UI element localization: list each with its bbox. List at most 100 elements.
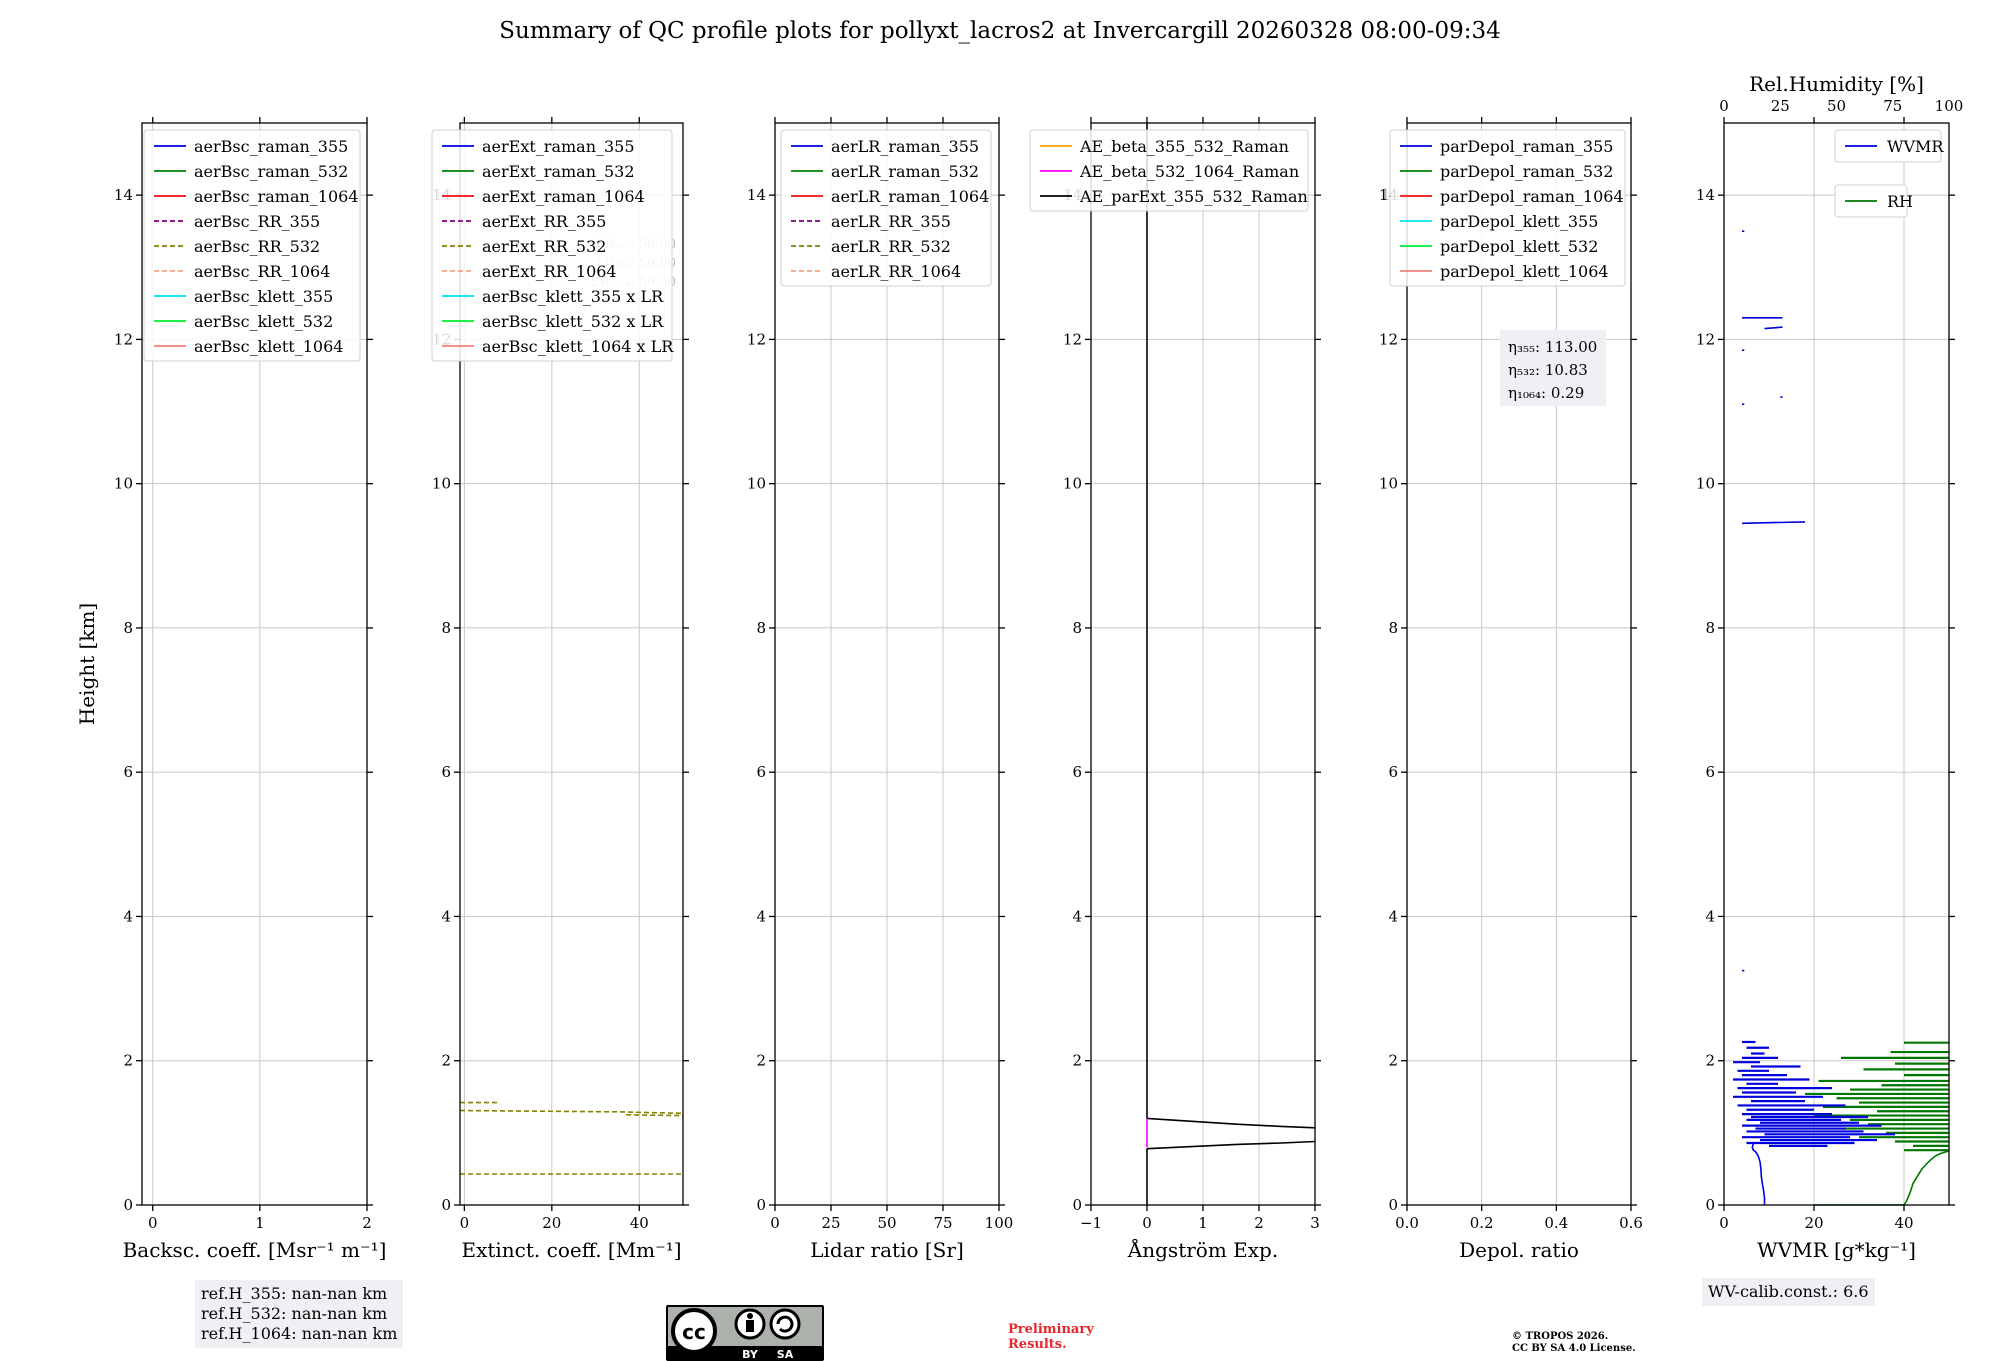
refh-box: ref.H_355: nan-nan km ref.H_532: nan-nan… [195, 1280, 404, 1348]
ae-xtick-label-3: 2 [1254, 1214, 1264, 1232]
lr-ytick-label-1: 2 [756, 1052, 766, 1070]
ae-legend-label-1: AE_beta_532_1064_Raman [1079, 162, 1299, 181]
bsc-legend-label-3: aerBsc_RR_355 [194, 212, 320, 231]
lr-xtick-label-4: 100 [985, 1214, 1014, 1232]
bsc-legend-label-7: aerBsc_klett_532 [194, 312, 333, 331]
ae-legend-label-0: AE_beta_355_532_Raman [1079, 137, 1289, 156]
ext-ytick-label-2: 4 [441, 907, 451, 925]
depol-xtick-label-2: 0.4 [1544, 1214, 1568, 1232]
ae-xtick-label-4: 3 [1310, 1214, 1320, 1232]
lr-xtick-label-2: 50 [877, 1214, 896, 1232]
wv-top-tick-label-3: 75 [1883, 97, 1902, 115]
by-icon-head [747, 1313, 753, 1319]
ae-ytick-label-3: 6 [1072, 763, 1082, 781]
ext-legend-label-3: aerExt_RR_355 [482, 212, 606, 231]
ae-series-3 [1146, 1140, 1316, 1150]
bsc-legend-label-8: aerBsc_klett_1064 [194, 337, 343, 356]
copyright-note: © TROPOS 2026. CC BY SA 4.0 License. [1512, 1331, 1636, 1355]
lr-ytick-label-0: 0 [756, 1196, 766, 1214]
bsc-legend-label-2: aerBsc_raman_1064 [194, 187, 359, 206]
depol-ytick-label-0: 0 [1388, 1196, 1398, 1214]
depol-ytick-label-3: 6 [1388, 763, 1398, 781]
ext-ytick-label-3: 6 [441, 763, 451, 781]
depol-eta-line-1: η₅₃₂: 10.83 [1508, 361, 1588, 379]
bsc-xtick-label-1: 1 [255, 1214, 265, 1232]
depol-legend-label-5: parDepol_klett_1064 [1440, 262, 1609, 281]
refh-1064: ref.H_1064: nan-nan km [201, 1324, 398, 1343]
depol-xtick-label-3: 0.6 [1619, 1214, 1643, 1232]
ae-xtick-label-0: −1 [1080, 1214, 1102, 1232]
ext-xtick-label-1: 20 [542, 1214, 561, 1232]
bsc-ytick-label-3: 6 [123, 763, 133, 781]
wv-top-tick-label-0: 0 [1719, 97, 1729, 115]
bsc-legend-label-4: aerBsc_RR_532 [194, 237, 320, 256]
wv-legend-label-1: RH [1887, 192, 1913, 211]
ext-xtick-label-0: 0 [460, 1214, 470, 1232]
wv-series-0 [1751, 1143, 1766, 1205]
depol-ytick-label-6: 12 [1379, 330, 1398, 348]
depol-xtick-label-1: 0.2 [1470, 1214, 1494, 1232]
depol-legend-label-1: parDepol_raman_532 [1440, 162, 1613, 181]
depol-ytick-label-4: 8 [1388, 619, 1398, 637]
lr-legend-label-0: aerLR_raman_355 [831, 137, 979, 156]
ext-legend-label-2: aerExt_raman_1064 [482, 187, 645, 206]
depol-legend-label-4: parDepol_klett_532 [1440, 237, 1598, 256]
lr-ytick-label-2: 4 [756, 907, 766, 925]
refh-532: ref.H_532: nan-nan km [201, 1304, 388, 1323]
wv-ytick-label-2: 4 [1705, 907, 1715, 925]
wv-calib-box: WV-calib.const.: 6.6 [1702, 1278, 1875, 1306]
wv-ytick-label-7: 14 [1696, 186, 1715, 204]
ae-ytick-label-0: 0 [1072, 1196, 1082, 1214]
by-icon-body [746, 1320, 754, 1332]
ext-axes-frame [459, 122, 684, 1206]
ext-xtick-label-2: 40 [630, 1214, 649, 1232]
ext-ytick-label-5: 10 [432, 475, 451, 493]
wv-series-2 [1764, 326, 1783, 330]
preliminary-line-1: Preliminary [1008, 1322, 1094, 1337]
cc-icon-text: cc [682, 1320, 706, 1344]
wv-top-tick-label-4: 100 [1935, 97, 1964, 115]
cc-by-sa-badge: cc BY SA [666, 1305, 824, 1361]
depol-xlabel: Depol. ratio [1459, 1238, 1579, 1262]
ext-legend-label-0: aerExt_raman_355 [482, 137, 635, 156]
lr-legend-label-2: aerLR_raman_1064 [831, 187, 989, 206]
bsc-legend-label-0: aerBsc_raman_355 [194, 137, 348, 156]
preliminary-note: Preliminary Results. [1008, 1322, 1094, 1352]
depol-ytick-label-5: 10 [1379, 475, 1398, 493]
ae-ytick-label-1: 2 [1072, 1052, 1082, 1070]
bsc-legend-label-6: aerBsc_klett_355 [194, 287, 333, 306]
wv-top-tick-label-1: 25 [1771, 97, 1790, 115]
bsc-legend-label-5: aerBsc_RR_1064 [194, 262, 330, 281]
bsc-ytick-label-1: 2 [123, 1052, 133, 1070]
wv-xtick-label-1: 20 [1804, 1214, 1823, 1232]
sa-icon [769, 1308, 801, 1340]
wv-legend-box-wvmr [1834, 129, 1942, 163]
depol-eta-line-2: η₁₀₆₄: 0.29 [1508, 384, 1584, 402]
lr-legend-label-5: aerLR_RR_1064 [831, 262, 961, 281]
ext-legend-label-6: aerBsc_klett_355 x LR [482, 287, 664, 306]
lr-ytick-label-5: 10 [747, 475, 766, 493]
ext-ytick-label-1: 2 [441, 1052, 451, 1070]
wv-xlabel: WVMR [g*kg⁻¹] [1757, 1238, 1916, 1262]
ext-legend-label-4: aerExt_RR_532 [482, 237, 606, 256]
wv-xtick-label-2: 40 [1894, 1214, 1913, 1232]
sa-icon-arc [776, 1315, 794, 1333]
preliminary-line-2: Results. [1008, 1337, 1067, 1352]
lr-ytick-label-6: 12 [747, 330, 766, 348]
wv-legend-label-0: WVMR [1887, 137, 1944, 156]
lr-ytick-label-7: 14 [747, 186, 766, 204]
depol-eta-line-0: η₃₅₅: 113.00 [1508, 338, 1597, 356]
figure-title: Summary of QC profile plots for pollyxt_… [499, 18, 1501, 44]
ae-series-2 [1146, 1117, 1316, 1129]
lr-legend-label-3: aerLR_RR_355 [831, 212, 951, 231]
ext-legend-label-1: aerExt_raman_532 [482, 162, 635, 181]
wv-series-9 [1903, 1150, 1950, 1206]
ae-xtick-label-1: 0 [1142, 1214, 1152, 1232]
bsc-xlabel: Backsc. coeff. [Msr⁻¹ m⁻¹] [123, 1238, 387, 1262]
by-label: BY [742, 1348, 759, 1361]
ae-legend-label-2: AE_parExt_355_532_Raman [1079, 187, 1308, 206]
sa-label: SA [777, 1348, 794, 1361]
depol-legend-label-3: parDepol_klett_355 [1440, 212, 1598, 231]
copyright-line-2: CC BY SA 4.0 License. [1512, 1343, 1636, 1354]
